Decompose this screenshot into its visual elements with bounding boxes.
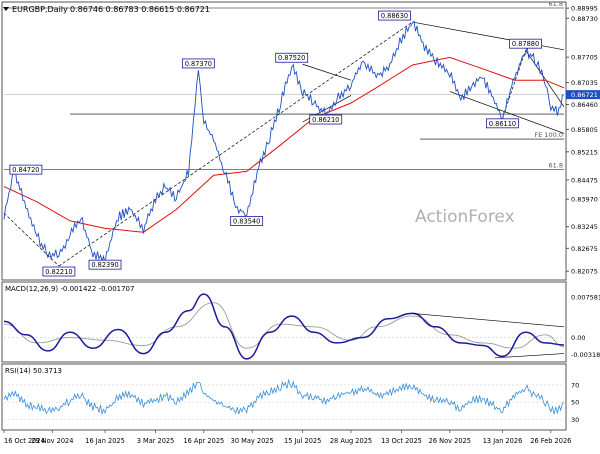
price-label-box (378, 10, 411, 21)
rsi-panel (1, 363, 567, 431)
ohlc-readout: 0.86746 0.86783 0.86615 0.86721 (70, 5, 210, 14)
rsi-y-label: 50 (571, 399, 579, 407)
sma-line (3, 56, 565, 233)
y-tick-label: 0.85805 (571, 126, 598, 134)
price-label: 0.82210 (45, 268, 72, 276)
macd-panel (1, 281, 567, 363)
last-price-box (566, 90, 600, 100)
macd-y-label: 0.007581 (571, 293, 600, 301)
y-tick-label: 0.88995 (571, 5, 598, 13)
y-tick-label: 0.87705 (571, 54, 598, 62)
wedge-line (302, 63, 352, 81)
price-label: 0.87520 (278, 54, 305, 62)
y-tick-label: 0.82675 (571, 245, 598, 253)
fib-label: 61.8 (549, 162, 563, 170)
y-tick-label: 0.83245 (571, 223, 598, 231)
price-label: 0.88630 (381, 12, 408, 20)
macd-trend-line (412, 313, 565, 328)
rsi-y-label: 30 (571, 416, 579, 424)
x-tick-label: 3 Mar 2025 (137, 437, 175, 445)
x-tick-label: 29 Nov 2024 (31, 437, 73, 445)
price-panel (1, 1, 567, 281)
x-tick-label: 13 Oct 2025 (381, 437, 422, 445)
macd-line (3, 293, 565, 360)
last-price-label: 0.86721 (571, 91, 598, 99)
rsi-title: RSI(14) 50.3713 (5, 367, 62, 375)
y-tick-label: 0.84475 (571, 176, 598, 184)
price-label: 0.87370 (185, 60, 212, 68)
chart-title: EURGBP,Daily (12, 5, 68, 14)
macd-signal-line (3, 302, 565, 349)
fib-label: 61.8 (549, 0, 563, 8)
macd-title: MACD(12,26,9) -0.001422 -0.001707 (5, 285, 134, 293)
price-label-box (486, 118, 519, 129)
x-tick-label: 28 Aug 2025 (330, 437, 372, 445)
trend-line (525, 49, 565, 107)
price-label-box (509, 38, 542, 49)
y-tick-label: 0.85215 (571, 148, 598, 156)
x-tick-label: 15 Jul 2025 (284, 437, 321, 445)
price-label: 0.84720 (12, 166, 39, 174)
price-label: 0.82390 (91, 261, 118, 269)
macd-chart: 0.007581 0.00 -0.003183 (3, 293, 600, 360)
y-tick-label: 0.86460 (571, 101, 598, 109)
fib-label: FE 100.0 (534, 131, 563, 139)
price-label: 0.86110 (489, 120, 516, 128)
macd-y-label: -0.003183 (571, 351, 600, 359)
rsi-line (3, 378, 565, 416)
collapse-triangle-icon[interactable] (3, 7, 9, 11)
rsi-y-label: 70 (571, 381, 579, 389)
price-label-box (181, 58, 215, 69)
price-label: 0.83540 (233, 217, 260, 225)
x-tick-label: 13 Jan 2026 (483, 437, 523, 445)
price-label: 0.87880 (512, 40, 539, 48)
price-label-box (230, 216, 264, 226)
price-label-box (309, 114, 343, 125)
y-tick-label: 0.87035 (571, 79, 598, 87)
macd-y-label: 0.00 (571, 334, 585, 342)
price-label-box (275, 52, 309, 63)
channel-line (449, 91, 565, 134)
x-tick-label: 16 Oct 2024 (4, 437, 45, 445)
x-tick-label: 16 Apr 2025 (183, 437, 224, 445)
x-tick-label: 26 Feb 2026 (530, 437, 571, 445)
x-tick-label: 26 Nov 2025 (429, 437, 471, 445)
price-label-box (9, 164, 43, 175)
price-label-box (88, 259, 122, 270)
macd-trend-line (494, 353, 565, 359)
price-label-box (42, 266, 76, 277)
watermark: ActionForex (415, 207, 515, 227)
y-tick-label: 0.83970 (571, 196, 598, 204)
price-chart: 0.88995 0.88730 0.87705 0.87035 0.86460 0.858… (3, 0, 600, 277)
x-tick-label: 16 Jan 2025 (85, 437, 125, 445)
trend-line (58, 21, 413, 267)
price-line (3, 20, 565, 264)
y-tick-label: 0.88730 (571, 15, 598, 23)
rsi-chart: 70 50 30 (3, 378, 579, 424)
y-tick-label: 0.82075 (571, 268, 598, 276)
price-label: 0.86210 (312, 116, 339, 124)
trend-line (3, 212, 60, 267)
x-tick-label: 30 May 2025 (231, 437, 274, 445)
